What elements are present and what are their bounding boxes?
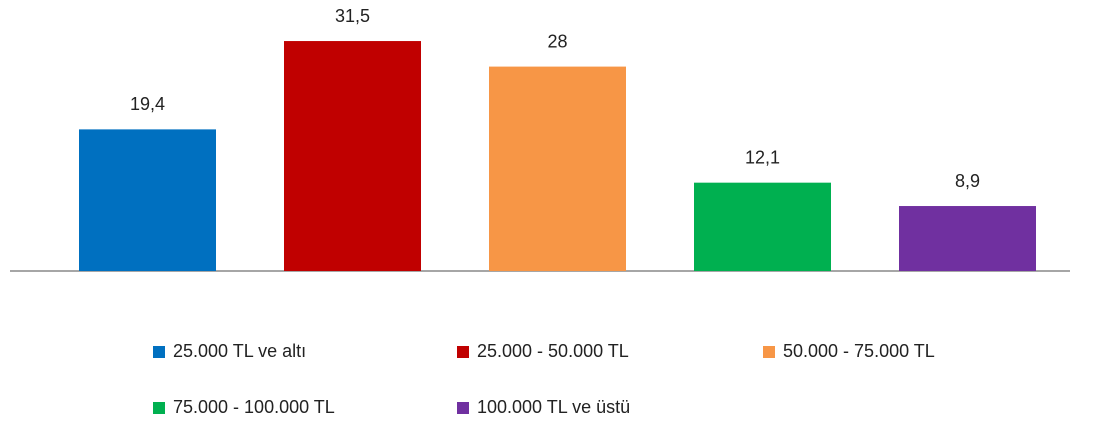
data-label: 31,5 xyxy=(335,6,370,26)
legend-swatch xyxy=(457,346,469,358)
bar xyxy=(79,129,216,271)
legend-swatch xyxy=(153,346,165,358)
data-label: 28 xyxy=(547,31,567,51)
legend-swatch xyxy=(153,402,165,414)
bar xyxy=(284,41,421,271)
legend-label: 50.000 - 75.000 TL xyxy=(783,341,935,361)
data-label: 8,9 xyxy=(955,171,980,191)
legend-swatch xyxy=(763,346,775,358)
data-label: 19,4 xyxy=(130,94,165,114)
legend-swatch xyxy=(457,402,469,414)
legend-label: 100.000 TL ve üstü xyxy=(477,397,630,417)
legend-label: 25.000 - 50.000 TL xyxy=(477,341,629,361)
legend-label: 75.000 - 100.000 TL xyxy=(173,397,335,417)
legend-label: 25.000 TL ve altı xyxy=(173,341,306,361)
bar xyxy=(899,206,1036,271)
data-label: 12,1 xyxy=(745,147,780,167)
bar xyxy=(489,66,626,271)
bar xyxy=(694,182,831,271)
